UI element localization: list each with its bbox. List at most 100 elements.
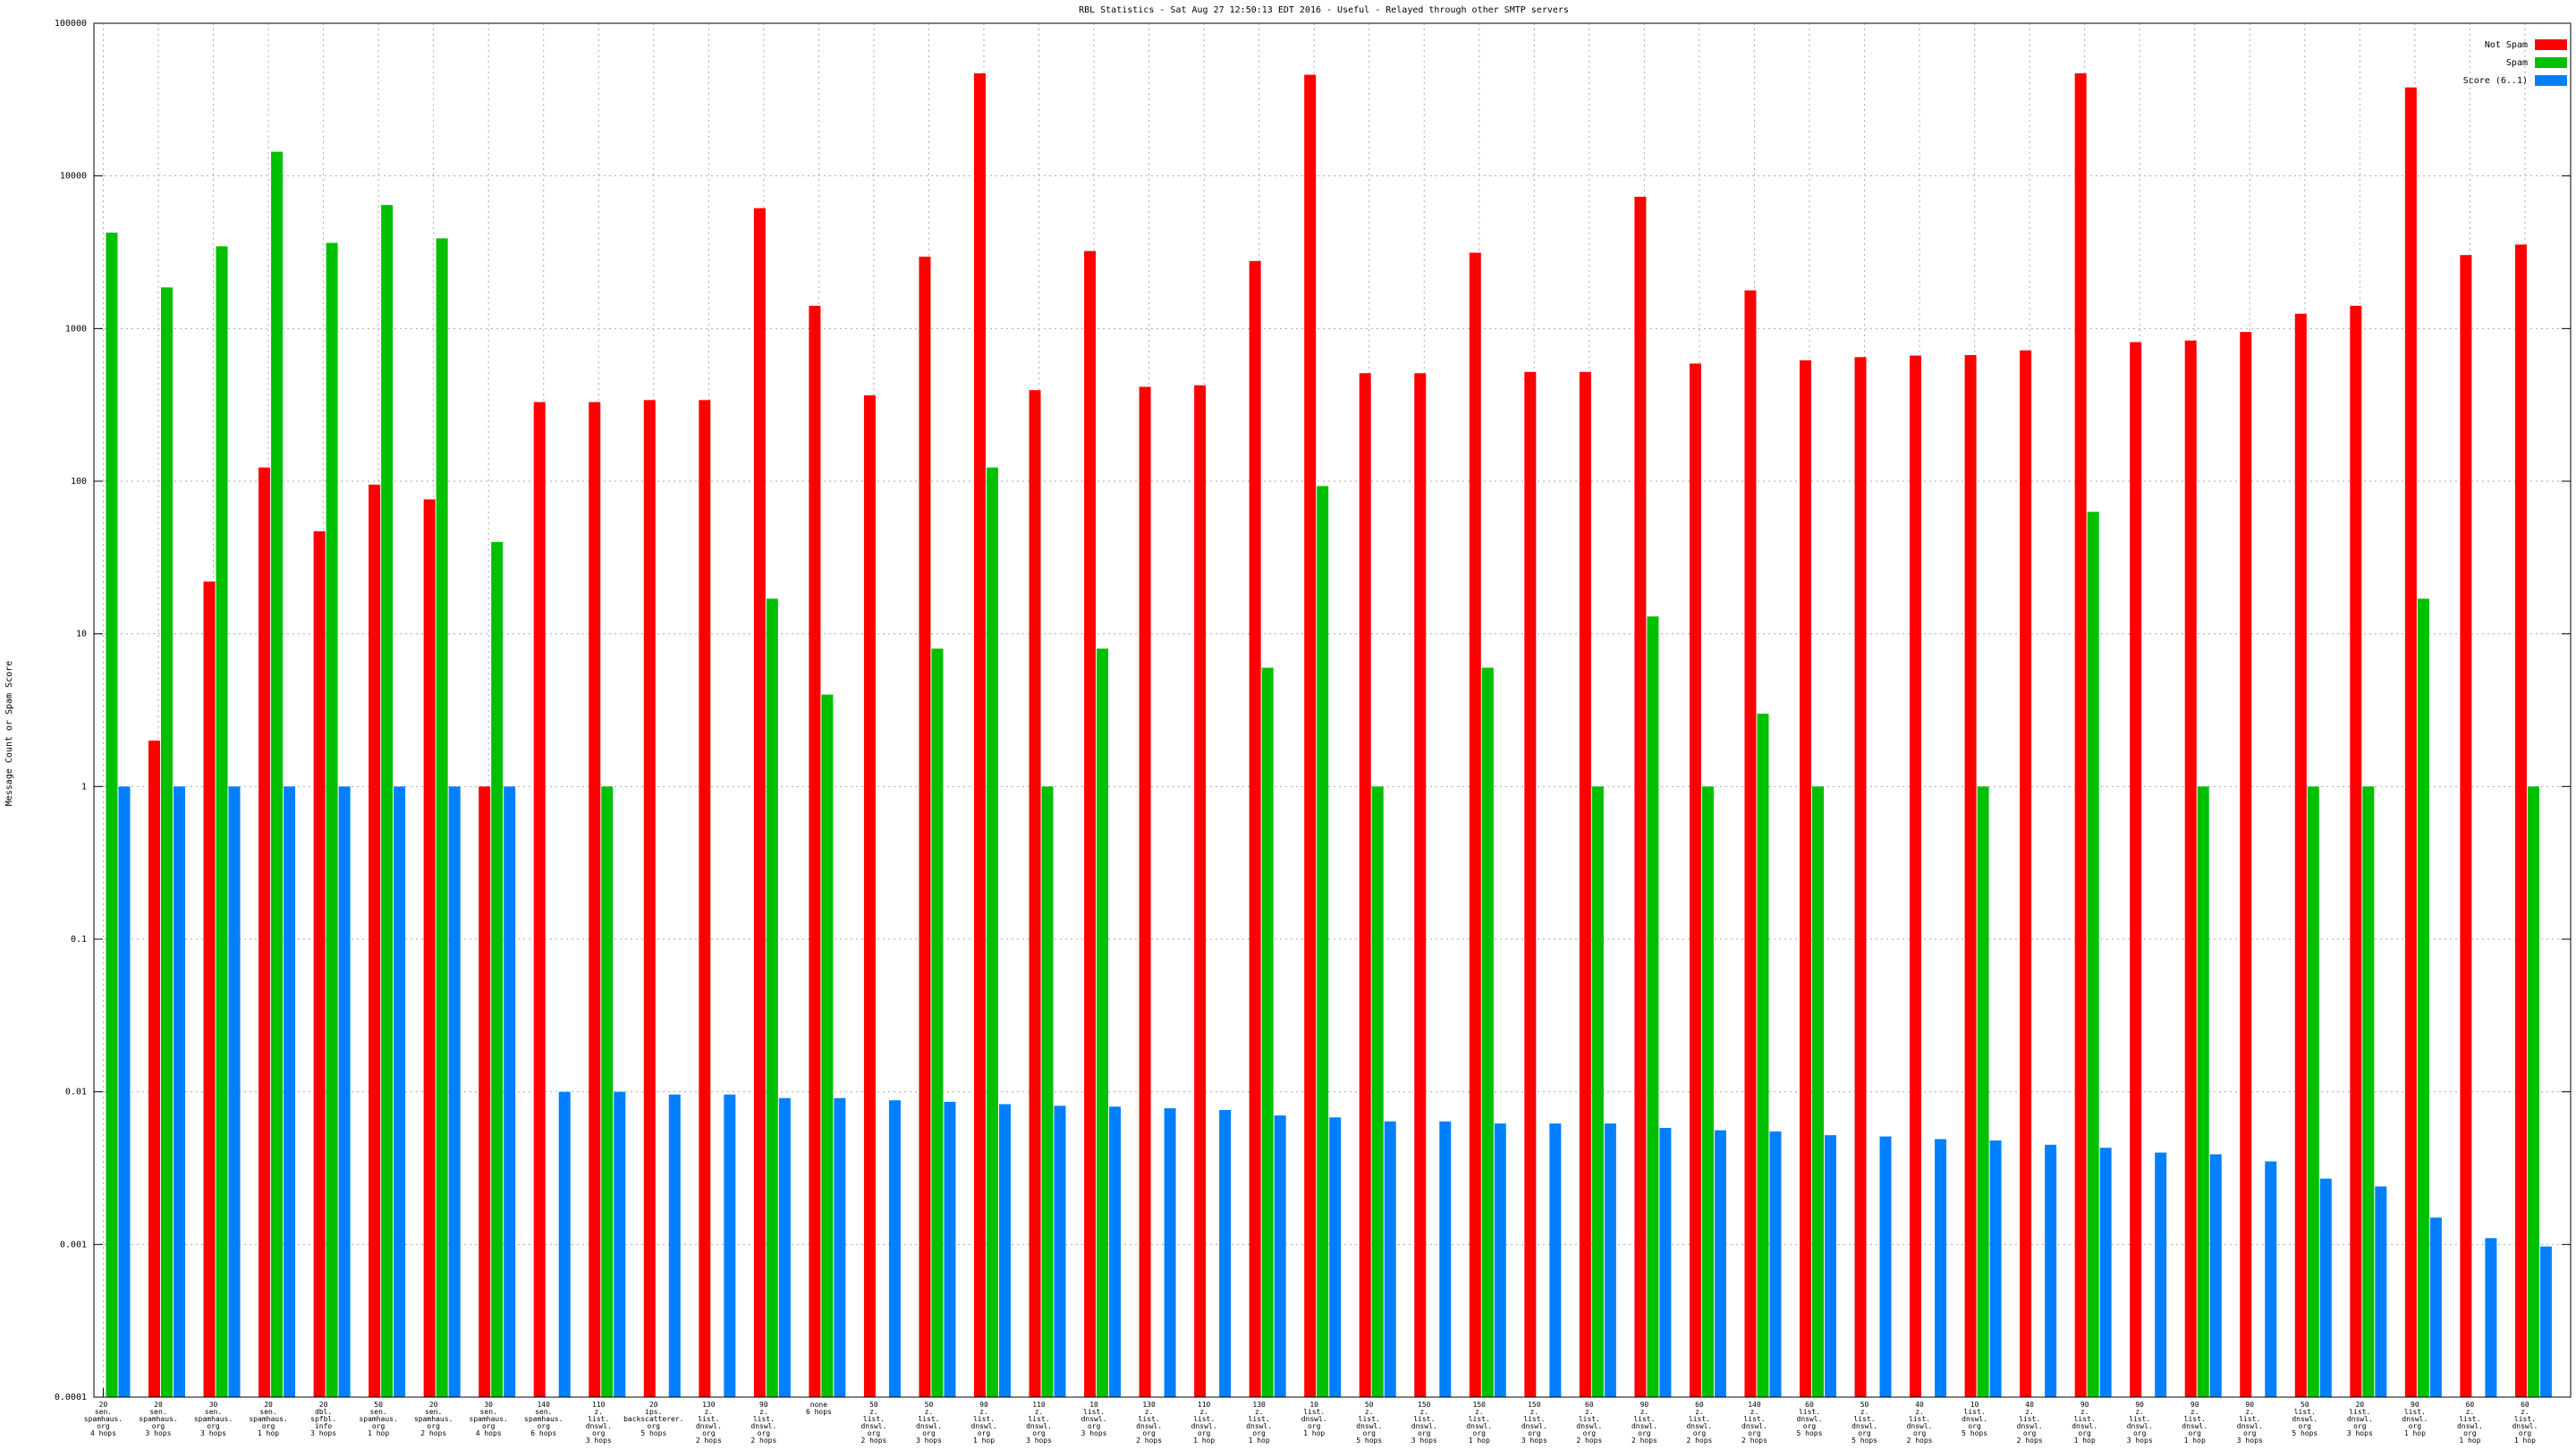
bar: [1659, 1128, 1672, 1397]
x-tick-label: 150 z. list. dnswl. org 3 hops: [1521, 1401, 1547, 1445]
legend-swatch: [2535, 57, 2567, 68]
bar: [2460, 255, 2472, 1397]
bar: [2539, 1246, 2552, 1397]
x-tick-label: 40 z. list. dnswl. org 2 hops: [1906, 1401, 1933, 1445]
bar: [2319, 1178, 2332, 1397]
bar: [258, 467, 271, 1397]
bar: [1109, 1106, 1122, 1397]
y-tick-label: 10: [76, 630, 87, 640]
bar: [2404, 87, 2417, 1398]
x-tick-label: 20 dbl. spfbl. info 3 hops: [310, 1401, 337, 1437]
y-axis-label: Message Count or Spam Score: [4, 661, 14, 807]
legend-label: Score (6..1): [2463, 76, 2528, 86]
bar: [1359, 373, 1371, 1398]
bar: [2514, 244, 2527, 1397]
x-tick-label: 20 ips. backscatterer. org 5 hops: [623, 1401, 684, 1437]
bar: [381, 205, 394, 1398]
bar: [1579, 371, 1591, 1397]
bar: [1084, 250, 1097, 1397]
x-tick-label: 30 sen. spamhaus. org 3 hops: [193, 1401, 233, 1437]
bar: [1524, 371, 1537, 1397]
bar: [1249, 260, 1261, 1397]
bar: [1634, 196, 1647, 1397]
bar: [1744, 290, 1757, 1398]
x-tick-label: 140 z. list. dnswl. org 2 hops: [1741, 1401, 1767, 1445]
x-tick-label: 50 sen. spamhaus. org 1 hop: [359, 1401, 398, 1437]
legend-label: Spam: [2506, 58, 2528, 68]
bar: [1384, 1121, 1396, 1397]
x-tick-label: 20 sen. spamhaus. org 3 hops: [139, 1401, 178, 1437]
x-tick-label: 130 z. list. dnswl. org 1 hop: [1246, 1401, 1273, 1445]
x-tick-label: 20 list. dnswl. org 3 hops: [2346, 1401, 2373, 1437]
x-tick-label: 20 sen. spamhaus. org 2 hops: [413, 1401, 453, 1437]
bar: [2350, 305, 2362, 1398]
y-tick-label: 0.1: [71, 935, 87, 945]
bar: [973, 72, 986, 1398]
y-tick-label: 0.001: [60, 1240, 87, 1250]
legend-swatch: [2535, 75, 2567, 86]
bar: [1317, 486, 1329, 1397]
bar: [1549, 1123, 1562, 1397]
bar: [558, 1091, 571, 1397]
bar: [2074, 72, 2087, 1398]
x-tick-label: 50 z. list. dnswl. org 5 hops: [1852, 1401, 1877, 1445]
x-tick-label: none 6 hops: [805, 1401, 832, 1416]
x-tick-label: 130 z. list. dnswl. org 2 hops: [695, 1401, 722, 1445]
bar: [533, 402, 546, 1397]
bar: [1977, 786, 1989, 1397]
bar: [601, 786, 614, 1397]
bar: [1714, 1130, 1726, 1397]
bar: [1029, 390, 1041, 1397]
x-tick-label: 10 list. dnswl. org 3 hops: [1080, 1401, 1107, 1437]
x-tick-label: 90 z. list. dnswl. org 2 hops: [1631, 1401, 1657, 1445]
bar: [1304, 74, 1317, 1397]
bar: [118, 786, 131, 1397]
bar: [2485, 1238, 2497, 1397]
bar: [1097, 648, 1109, 1397]
bar: [203, 581, 216, 1397]
x-tick-label: 10 list. dnswl. org 1 hop: [1301, 1401, 1327, 1437]
bar: [2527, 786, 2539, 1397]
bar: [888, 1100, 901, 1397]
bar: [1481, 667, 1494, 1397]
bar: [338, 786, 351, 1397]
bar: [1439, 1121, 1452, 1397]
bar: [2130, 342, 2142, 1398]
bar: [394, 786, 406, 1397]
bar: [216, 246, 228, 1397]
bar: [919, 256, 931, 1397]
x-tick-label: 50 z. list. dnswl. org 5 hops: [1356, 1401, 1383, 1445]
bar: [931, 648, 944, 1397]
bar: [2045, 1144, 2057, 1397]
bar: [809, 305, 821, 1398]
bar: [369, 484, 381, 1397]
bar: [2294, 313, 2307, 1397]
bar: [753, 208, 766, 1398]
bar: [1469, 252, 1481, 1397]
y-tick-label: 10000: [60, 172, 87, 182]
bar: [228, 786, 241, 1397]
legend-label: Not Spam: [2485, 40, 2528, 50]
bar: [2265, 1161, 2277, 1397]
x-tick-label: 110 z. list. dnswl. org 3 hops: [585, 1401, 612, 1445]
y-tick-label: 0.01: [65, 1088, 87, 1097]
chart-title: RBL Statistics - Sat Aug 27 12:50:13 EDT…: [1079, 5, 1569, 15]
x-tick-label: 50 z. list. dnswl. org 2 hops: [860, 1401, 887, 1445]
bar: [504, 786, 516, 1397]
bar: [1854, 357, 1867, 1397]
bar: [834, 1097, 846, 1397]
x-tick-label: 110 z. list. dnswl. org 3 hops: [1026, 1401, 1052, 1445]
bar: [986, 467, 998, 1397]
y-tick-label: 1000: [65, 324, 87, 334]
bar: [1879, 1136, 1892, 1397]
x-tick-label: 150 z. list. dnswl. org 3 hops: [1411, 1401, 1437, 1445]
bar: [1219, 1110, 1232, 1397]
x-tick-label: 60 z. list. dnswl. org 1 hop: [2456, 1401, 2483, 1445]
legend-swatch: [2535, 39, 2567, 50]
bar: [1824, 1135, 1836, 1397]
x-tick-label: 110 z. list. dnswl. org 1 hop: [1191, 1401, 1217, 1445]
x-tick-label: 90 z. list. dnswl. org 2 hops: [750, 1401, 777, 1445]
bar: [284, 786, 296, 1397]
bar: [1799, 360, 1811, 1397]
